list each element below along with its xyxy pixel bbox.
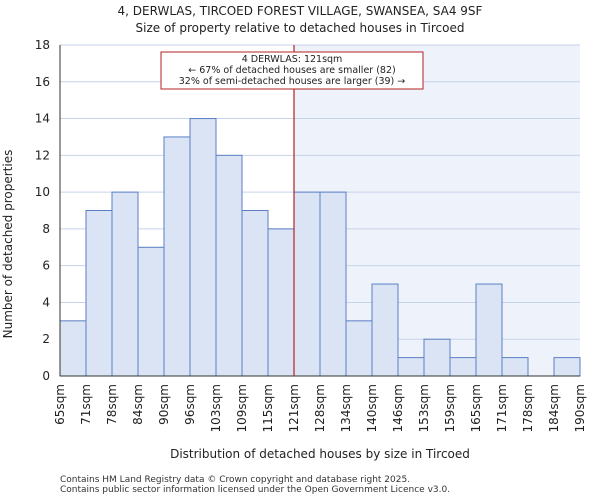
y-tick-label: 12 xyxy=(35,148,50,162)
histogram-bar xyxy=(319,191,347,377)
histogram-bar xyxy=(137,246,165,377)
footer-line-2: Contains public sector information licen… xyxy=(60,485,451,495)
annotation-line: 4 DERWLAS: 121sqm xyxy=(242,54,343,65)
x-tick-label: 134sqm xyxy=(339,384,353,432)
histogram-bar xyxy=(85,210,113,377)
histogram-bar xyxy=(371,283,399,377)
histogram-bar xyxy=(397,357,425,377)
x-tick-label: 171sqm xyxy=(495,384,509,432)
x-tick-label: 84sqm xyxy=(131,384,145,425)
histogram-bar xyxy=(267,228,295,377)
histogram-bar xyxy=(553,357,581,377)
x-tick-label: 71sqm xyxy=(79,384,93,425)
chart-subtitle: Size of property relative to detached ho… xyxy=(135,21,465,35)
footer-line-1: Contains HM Land Registry data © Crown c… xyxy=(60,475,411,485)
histogram-bar xyxy=(449,357,477,377)
histogram-bar xyxy=(163,136,191,377)
x-tick-label: 121sqm xyxy=(287,384,301,432)
histogram-bar xyxy=(345,320,373,377)
histogram-bar xyxy=(423,338,451,377)
x-tick-label: 159sqm xyxy=(443,384,457,432)
y-tick-label: 8 xyxy=(42,222,50,236)
histogram-bar xyxy=(111,191,139,377)
x-tick-label: 96sqm xyxy=(183,384,197,425)
x-axis-label: Distribution of detached houses by size … xyxy=(170,447,470,461)
y-tick-label: 16 xyxy=(35,75,50,89)
annotation-line: 32% of semi-detached houses are larger (… xyxy=(179,76,406,87)
histogram-bar xyxy=(215,154,243,377)
x-tick-label: 115sqm xyxy=(261,384,275,432)
x-tick-label: 103sqm xyxy=(209,384,223,432)
y-tick-label: 10 xyxy=(35,185,50,199)
x-tick-label: 65sqm xyxy=(53,384,67,425)
y-tick-label: 0 xyxy=(42,369,50,383)
x-tick-label: 178sqm xyxy=(521,384,535,432)
x-tick-label: 190sqm xyxy=(573,384,587,432)
histogram-bar xyxy=(241,210,269,377)
x-tick-label: 153sqm xyxy=(417,384,431,432)
histogram-bar xyxy=(293,191,321,377)
y-tick-label: 2 xyxy=(42,332,50,346)
y-tick-label: 18 xyxy=(35,38,50,52)
histogram-bar xyxy=(501,357,529,377)
y-tick-label: 4 xyxy=(42,295,50,309)
histogram-bar xyxy=(475,283,503,377)
annotation-box xyxy=(160,51,424,90)
annotation-line: ← 67% of detached houses are smaller (82… xyxy=(188,65,395,76)
x-tick-label: 90sqm xyxy=(157,384,171,425)
y-tick-label: 6 xyxy=(42,259,50,273)
y-tick-label: 14 xyxy=(35,112,50,126)
x-tick-label: 165sqm xyxy=(469,384,483,432)
x-tick-label: 78sqm xyxy=(105,384,119,425)
x-tick-label: 146sqm xyxy=(391,384,405,432)
chart-title: 4, DERWLAS, TIRCOED FOREST VILLAGE, SWAN… xyxy=(117,4,483,18)
x-tick-label: 109sqm xyxy=(235,384,249,432)
x-tick-label: 184sqm xyxy=(547,384,561,432)
x-tick-label: 140sqm xyxy=(365,384,379,432)
y-axis-label: Number of detached properties xyxy=(1,150,15,339)
x-tick-label: 128sqm xyxy=(313,384,327,432)
histogram-bar xyxy=(59,320,87,377)
histogram-bar xyxy=(189,118,217,377)
